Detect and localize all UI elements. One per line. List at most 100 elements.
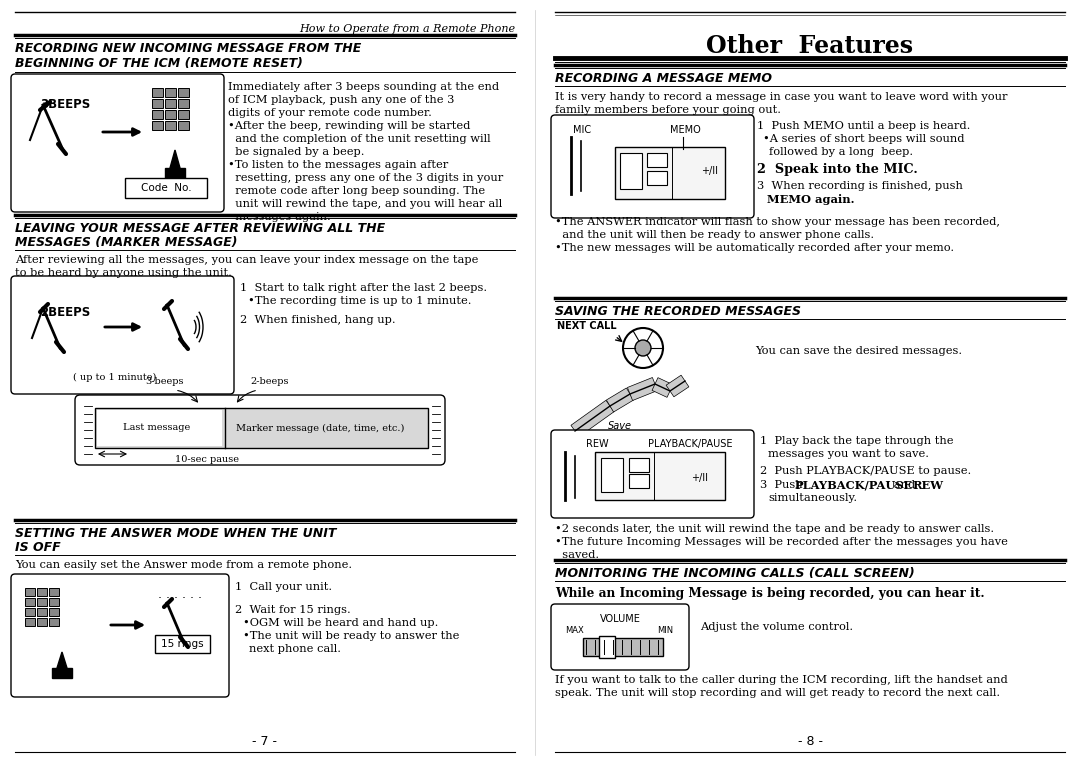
Text: While an Incoming Message is being recorded, you can hear it.: While an Incoming Message is being recor… (555, 587, 985, 600)
Text: •To listen to the messages again after: •To listen to the messages again after (228, 160, 448, 170)
Text: 2  Wait for 15 rings.: 2 Wait for 15 rings. (235, 605, 351, 615)
Text: RECORDING NEW INCOMING MESSAGE FROM THE: RECORDING NEW INCOMING MESSAGE FROM THE (15, 42, 361, 55)
Polygon shape (606, 388, 634, 412)
Text: be signaled by a beep.: be signaled by a beep. (228, 147, 365, 157)
Text: Adjust the volume control.: Adjust the volume control. (700, 622, 853, 632)
Text: resetting, press any one of the 3 digits in your: resetting, press any one of the 3 digits… (228, 173, 503, 183)
Bar (647, 171, 667, 185)
Bar (25, 618, 35, 626)
Polygon shape (666, 375, 689, 396)
Text: MESSAGES (MARKER MESSAGE): MESSAGES (MARKER MESSAGE) (15, 236, 238, 249)
Text: 1  Start to talk right after the last 2 beeps.: 1 Start to talk right after the last 2 b… (240, 283, 487, 293)
Text: BEGINNING OF THE ICM (REMOTE RESET): BEGINNING OF THE ICM (REMOTE RESET) (15, 57, 302, 70)
Text: - 8 -: - 8 - (797, 735, 823, 748)
Bar (49, 618, 59, 626)
Text: MEMO: MEMO (670, 125, 701, 135)
Text: 3BEEPS: 3BEEPS (40, 98, 90, 112)
Text: REW: REW (912, 480, 943, 491)
Text: •OGM will be heard and hand up.: •OGM will be heard and hand up. (243, 618, 438, 628)
Text: MONITORING THE INCOMING CALLS (CALL SCREEN): MONITORING THE INCOMING CALLS (CALL SCRE… (555, 567, 915, 580)
Text: - 7 -: - 7 - (253, 735, 278, 748)
Bar (165, 99, 176, 108)
Text: . . . . . .: . . . . . . (158, 588, 202, 601)
Text: •A series of short beeps will sound: •A series of short beeps will sound (762, 134, 964, 144)
Text: 3-beeps: 3-beeps (146, 377, 185, 386)
Text: Code  No.: Code No. (140, 183, 191, 193)
Bar (599, 636, 615, 658)
Bar (178, 99, 189, 108)
Bar (152, 110, 163, 119)
Bar (165, 110, 176, 119)
Bar (152, 88, 163, 97)
Text: IS OFF: IS OFF (15, 541, 60, 554)
Polygon shape (57, 652, 67, 668)
FancyBboxPatch shape (11, 74, 224, 212)
Bar (629, 458, 649, 472)
Text: 1  Call your unit.: 1 Call your unit. (235, 582, 333, 592)
Text: RECORDING A MESSAGE MEMO: RECORDING A MESSAGE MEMO (555, 72, 772, 85)
Polygon shape (627, 377, 658, 400)
FancyBboxPatch shape (11, 574, 229, 697)
Text: 2BEEPS: 2BEEPS (40, 307, 90, 320)
Text: messages again.: messages again. (228, 212, 330, 222)
Text: and the unit will then be ready to answer phone calls.: and the unit will then be ready to answe… (555, 230, 874, 240)
FancyBboxPatch shape (551, 604, 689, 670)
Polygon shape (652, 377, 673, 397)
Circle shape (623, 328, 663, 368)
Text: REW: REW (585, 439, 608, 449)
Text: •The new messages will be automatically recorded after your memo.: •The new messages will be automatically … (555, 243, 954, 253)
Text: 2  When finished, hang up.: 2 When finished, hang up. (240, 315, 395, 325)
Text: Other  Features: Other Features (706, 34, 914, 58)
Text: 3  When recording is finished, push: 3 When recording is finished, push (757, 181, 963, 191)
Bar (620, 153, 642, 189)
Text: SETTING THE ANSWER MODE WHEN THE UNIT: SETTING THE ANSWER MODE WHEN THE UNIT (15, 527, 336, 540)
Bar (152, 121, 163, 130)
Bar (583, 638, 663, 656)
Bar (165, 88, 176, 97)
Bar (49, 588, 59, 596)
Text: saved.: saved. (555, 550, 599, 560)
Text: You can save the desired messages.: You can save the desired messages. (755, 346, 962, 356)
Text: and: and (890, 480, 919, 490)
Bar (37, 598, 48, 606)
Bar (37, 608, 48, 616)
Text: family members before your going out.: family members before your going out. (555, 105, 781, 115)
Bar (178, 121, 189, 130)
Text: followed by a long  beep.: followed by a long beep. (769, 147, 913, 157)
Text: VOLUME: VOLUME (599, 614, 640, 624)
Polygon shape (165, 168, 185, 178)
Polygon shape (170, 150, 180, 168)
Text: 1  Push MEMO until a beep is heard.: 1 Push MEMO until a beep is heard. (757, 121, 970, 131)
Text: 3  Push: 3 Push (760, 480, 807, 490)
Bar (37, 618, 48, 626)
Text: digits of your remote code number.: digits of your remote code number. (228, 108, 432, 118)
Polygon shape (52, 668, 72, 678)
FancyBboxPatch shape (551, 430, 754, 518)
Bar (37, 588, 48, 596)
Bar (97, 410, 222, 446)
Text: 1  Play back the tape through the: 1 Play back the tape through the (760, 436, 954, 446)
Text: messages you want to save.: messages you want to save. (768, 449, 929, 459)
Text: PLAYBACK/PAUSE: PLAYBACK/PAUSE (794, 480, 913, 491)
Text: MEMO again.: MEMO again. (767, 194, 854, 205)
Bar (25, 608, 35, 616)
FancyBboxPatch shape (11, 276, 234, 394)
Polygon shape (571, 400, 615, 437)
Text: and the completion of the unit resetting will: and the completion of the unit resetting… (228, 134, 490, 144)
Text: •The recording time is up to 1 minute.: •The recording time is up to 1 minute. (248, 296, 472, 306)
Text: 2-beeps: 2-beeps (251, 377, 289, 386)
Text: speak. The unit will stop recording and will get ready to record the next call.: speak. The unit will stop recording and … (555, 688, 1000, 698)
Bar (25, 588, 35, 596)
Text: of ICM playback, push any one of the 3: of ICM playback, push any one of the 3 (228, 95, 455, 105)
Bar (595, 452, 725, 500)
Text: Immediately after 3 beeps sounding at the end: Immediately after 3 beeps sounding at th… (228, 82, 499, 92)
Bar (600, 458, 623, 492)
Text: •After the beep, rewinding will be started: •After the beep, rewinding will be start… (228, 121, 471, 131)
Text: ( up to 1 minute): ( up to 1 minute) (73, 373, 157, 382)
Text: simultaneously.: simultaneously. (768, 493, 858, 503)
Text: •2 seconds later, the unit will rewind the tape and be ready to answer calls.: •2 seconds later, the unit will rewind t… (555, 524, 994, 534)
Bar (25, 598, 35, 606)
Text: It is very handy to record a message in case you want to leave word with your: It is very handy to record a message in … (555, 92, 1008, 102)
Text: +/II: +/II (702, 166, 718, 176)
Text: 2  Push PLAYBACK/PAUSE to pause.: 2 Push PLAYBACK/PAUSE to pause. (760, 466, 971, 476)
